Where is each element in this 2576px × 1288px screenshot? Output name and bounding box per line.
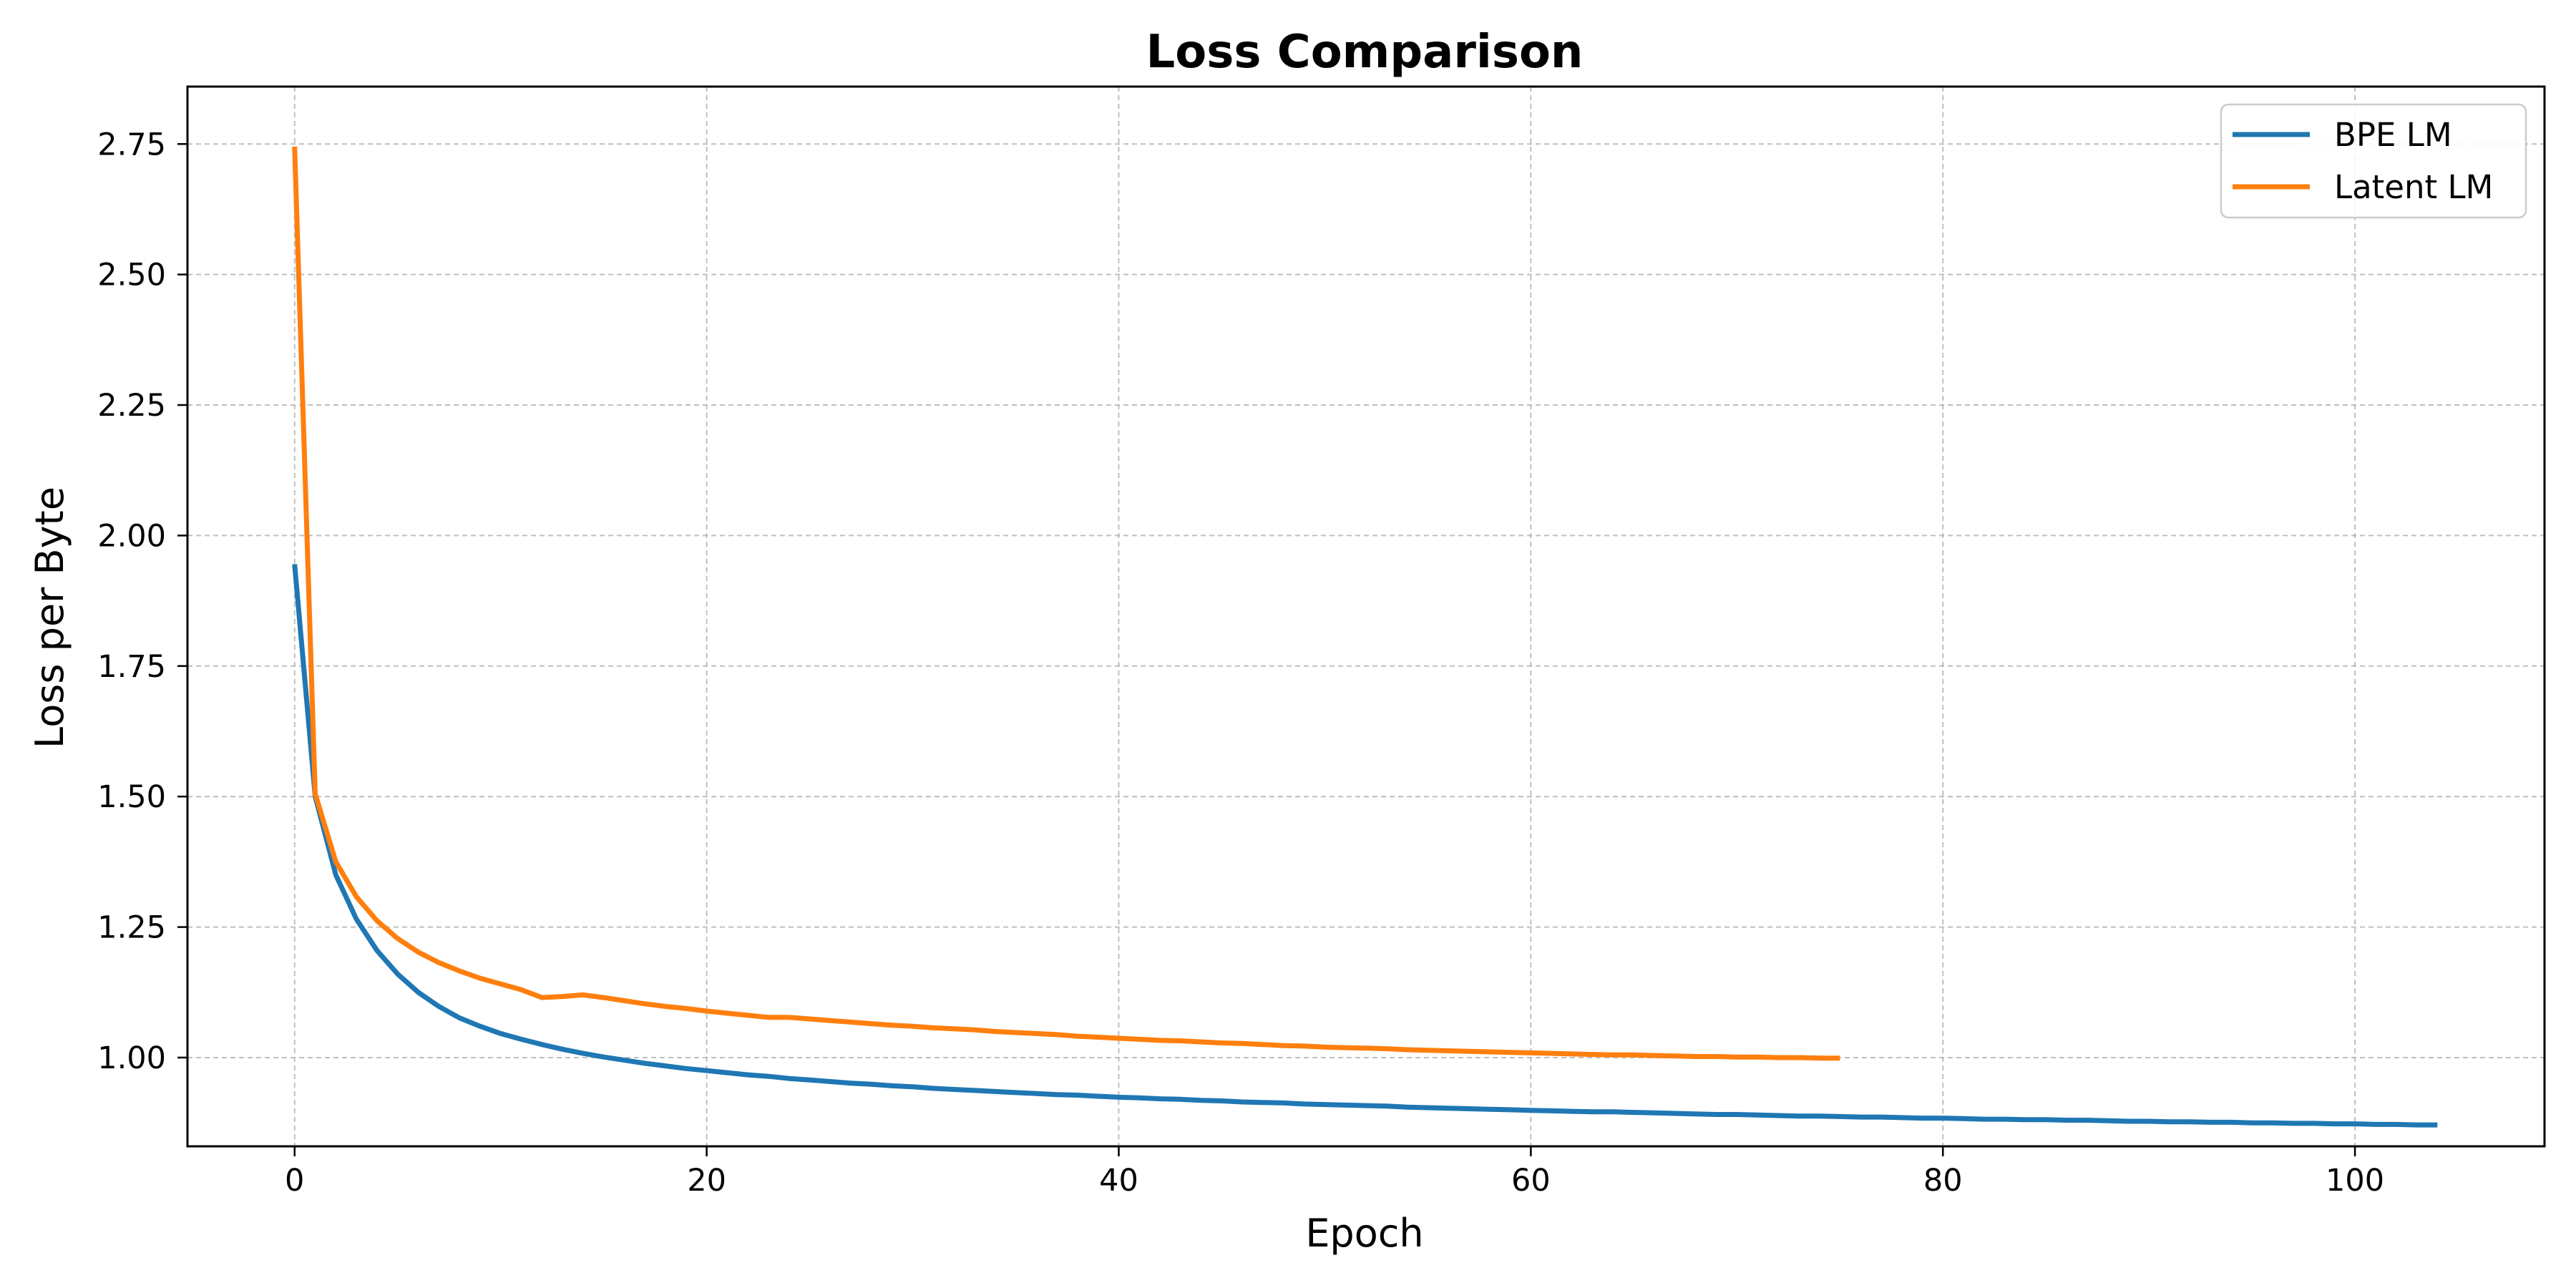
plot-frame (186, 85, 2546, 1148)
legend: BPE LM Latent LM (2220, 103, 2527, 219)
series-line-0 (292, 564, 2438, 1128)
y-tick-label: 2.50 (97, 258, 166, 293)
y-axis-label: Loss per Byte (27, 487, 72, 748)
chart-title: Loss Comparison (1146, 26, 1584, 79)
y-tick-label: 2.25 (97, 388, 166, 424)
y-axis-ticks: 1.00 1.25 1.50 1.75 2.00 2.25 2.50 2.75 (97, 127, 187, 1076)
series-line-1 (292, 146, 1840, 1061)
x-axis-label: Epoch (1305, 1211, 1423, 1256)
y-tick-label: 2.00 (97, 518, 166, 554)
x-tick-label: 20 (687, 1163, 726, 1199)
series-layer (292, 146, 2438, 1128)
y-tick-label: 1.50 (97, 779, 166, 815)
legend-label: BPE LM (2334, 116, 2452, 154)
x-axis-ticks: 0 20 40 60 80 100 (285, 1146, 2384, 1199)
x-tick-label: 40 (1099, 1163, 1138, 1199)
y-tick-label: 2.75 (97, 127, 166, 162)
y-tick-label: 1.25 (97, 910, 166, 946)
y-tick-label: 1.00 (97, 1040, 166, 1076)
y-tick-label: 1.75 (97, 649, 166, 685)
x-tick-label: 100 (2326, 1163, 2384, 1199)
x-tick-label: 80 (1923, 1163, 1963, 1199)
x-tick-label: 0 (285, 1163, 304, 1199)
legend-label: Latent LM (2334, 168, 2493, 206)
x-tick-label: 60 (1511, 1163, 1551, 1199)
grid (187, 87, 2545, 1146)
